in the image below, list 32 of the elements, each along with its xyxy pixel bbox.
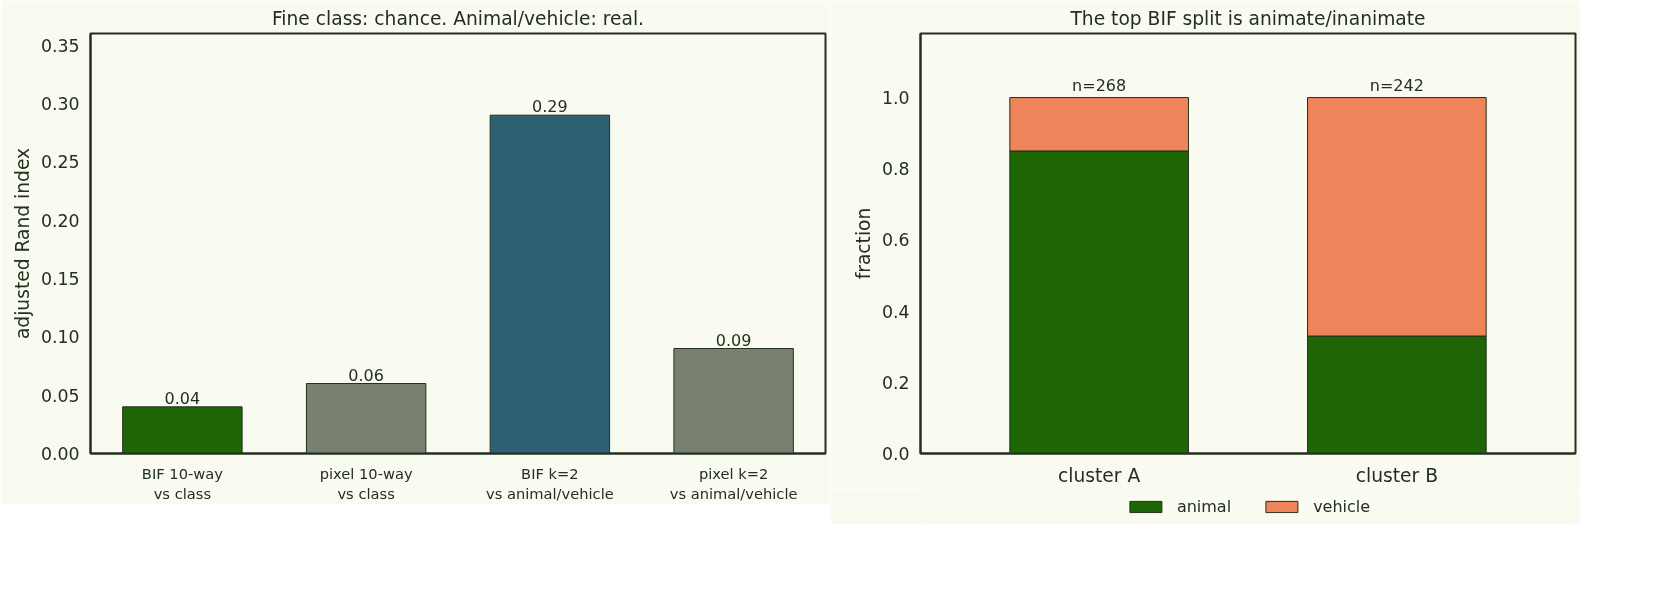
data-label: 0.29 xyxy=(532,97,568,117)
y-tick-label: 0.05 xyxy=(40,385,80,406)
y-tick-label: 0.10 xyxy=(40,327,80,348)
x-tick-label: cluster A xyxy=(1058,464,1141,486)
y-tick-label: 0.4 xyxy=(881,301,910,322)
data-label: 0.04 xyxy=(164,388,201,408)
data-label: 0.09 xyxy=(715,330,752,350)
legend-label: animal xyxy=(1176,496,1232,516)
y-tick-label: 0.00 xyxy=(40,444,80,464)
x-tick-label: pixel k=2 vs animal/vehicle xyxy=(669,464,798,502)
y-tick-label: 0.20 xyxy=(40,210,80,231)
y-tick-label: 0.15 xyxy=(40,269,80,289)
y-tick-label: 0.25 xyxy=(40,152,80,173)
y-tick-label: 0.2 xyxy=(881,372,910,393)
y-axis-title: adjusted Rand index xyxy=(11,147,33,340)
x-tick-label: BIF 10-way vs class xyxy=(141,464,224,502)
y-axis-title: fraction xyxy=(852,207,874,280)
chart-title: Fine class: chance. Animal/vehicle: real. xyxy=(271,7,645,29)
y-tick-label: 1.0 xyxy=(881,88,910,109)
y-tick-label: 0.30 xyxy=(40,94,80,114)
x-tick-label: BIF k=2 vs animal/vehicle xyxy=(485,464,614,502)
y-tick-label: 0.8 xyxy=(881,159,910,180)
data-label: 0.06 xyxy=(348,365,384,385)
annotation: n=268 xyxy=(1072,75,1127,95)
y-tick-label: 0.6 xyxy=(881,230,910,251)
annotation: n=242 xyxy=(1369,75,1424,95)
y-tick-label: 0.0 xyxy=(881,444,910,464)
legend-label: vehicle xyxy=(1313,496,1371,516)
chart-title: The top BIF split is animate/inanimate xyxy=(1069,7,1426,29)
y-tick-label: 0.35 xyxy=(40,35,80,56)
x-tick-label: cluster B xyxy=(1355,464,1438,486)
x-tick-label: pixel 10-way vs class xyxy=(319,464,413,502)
